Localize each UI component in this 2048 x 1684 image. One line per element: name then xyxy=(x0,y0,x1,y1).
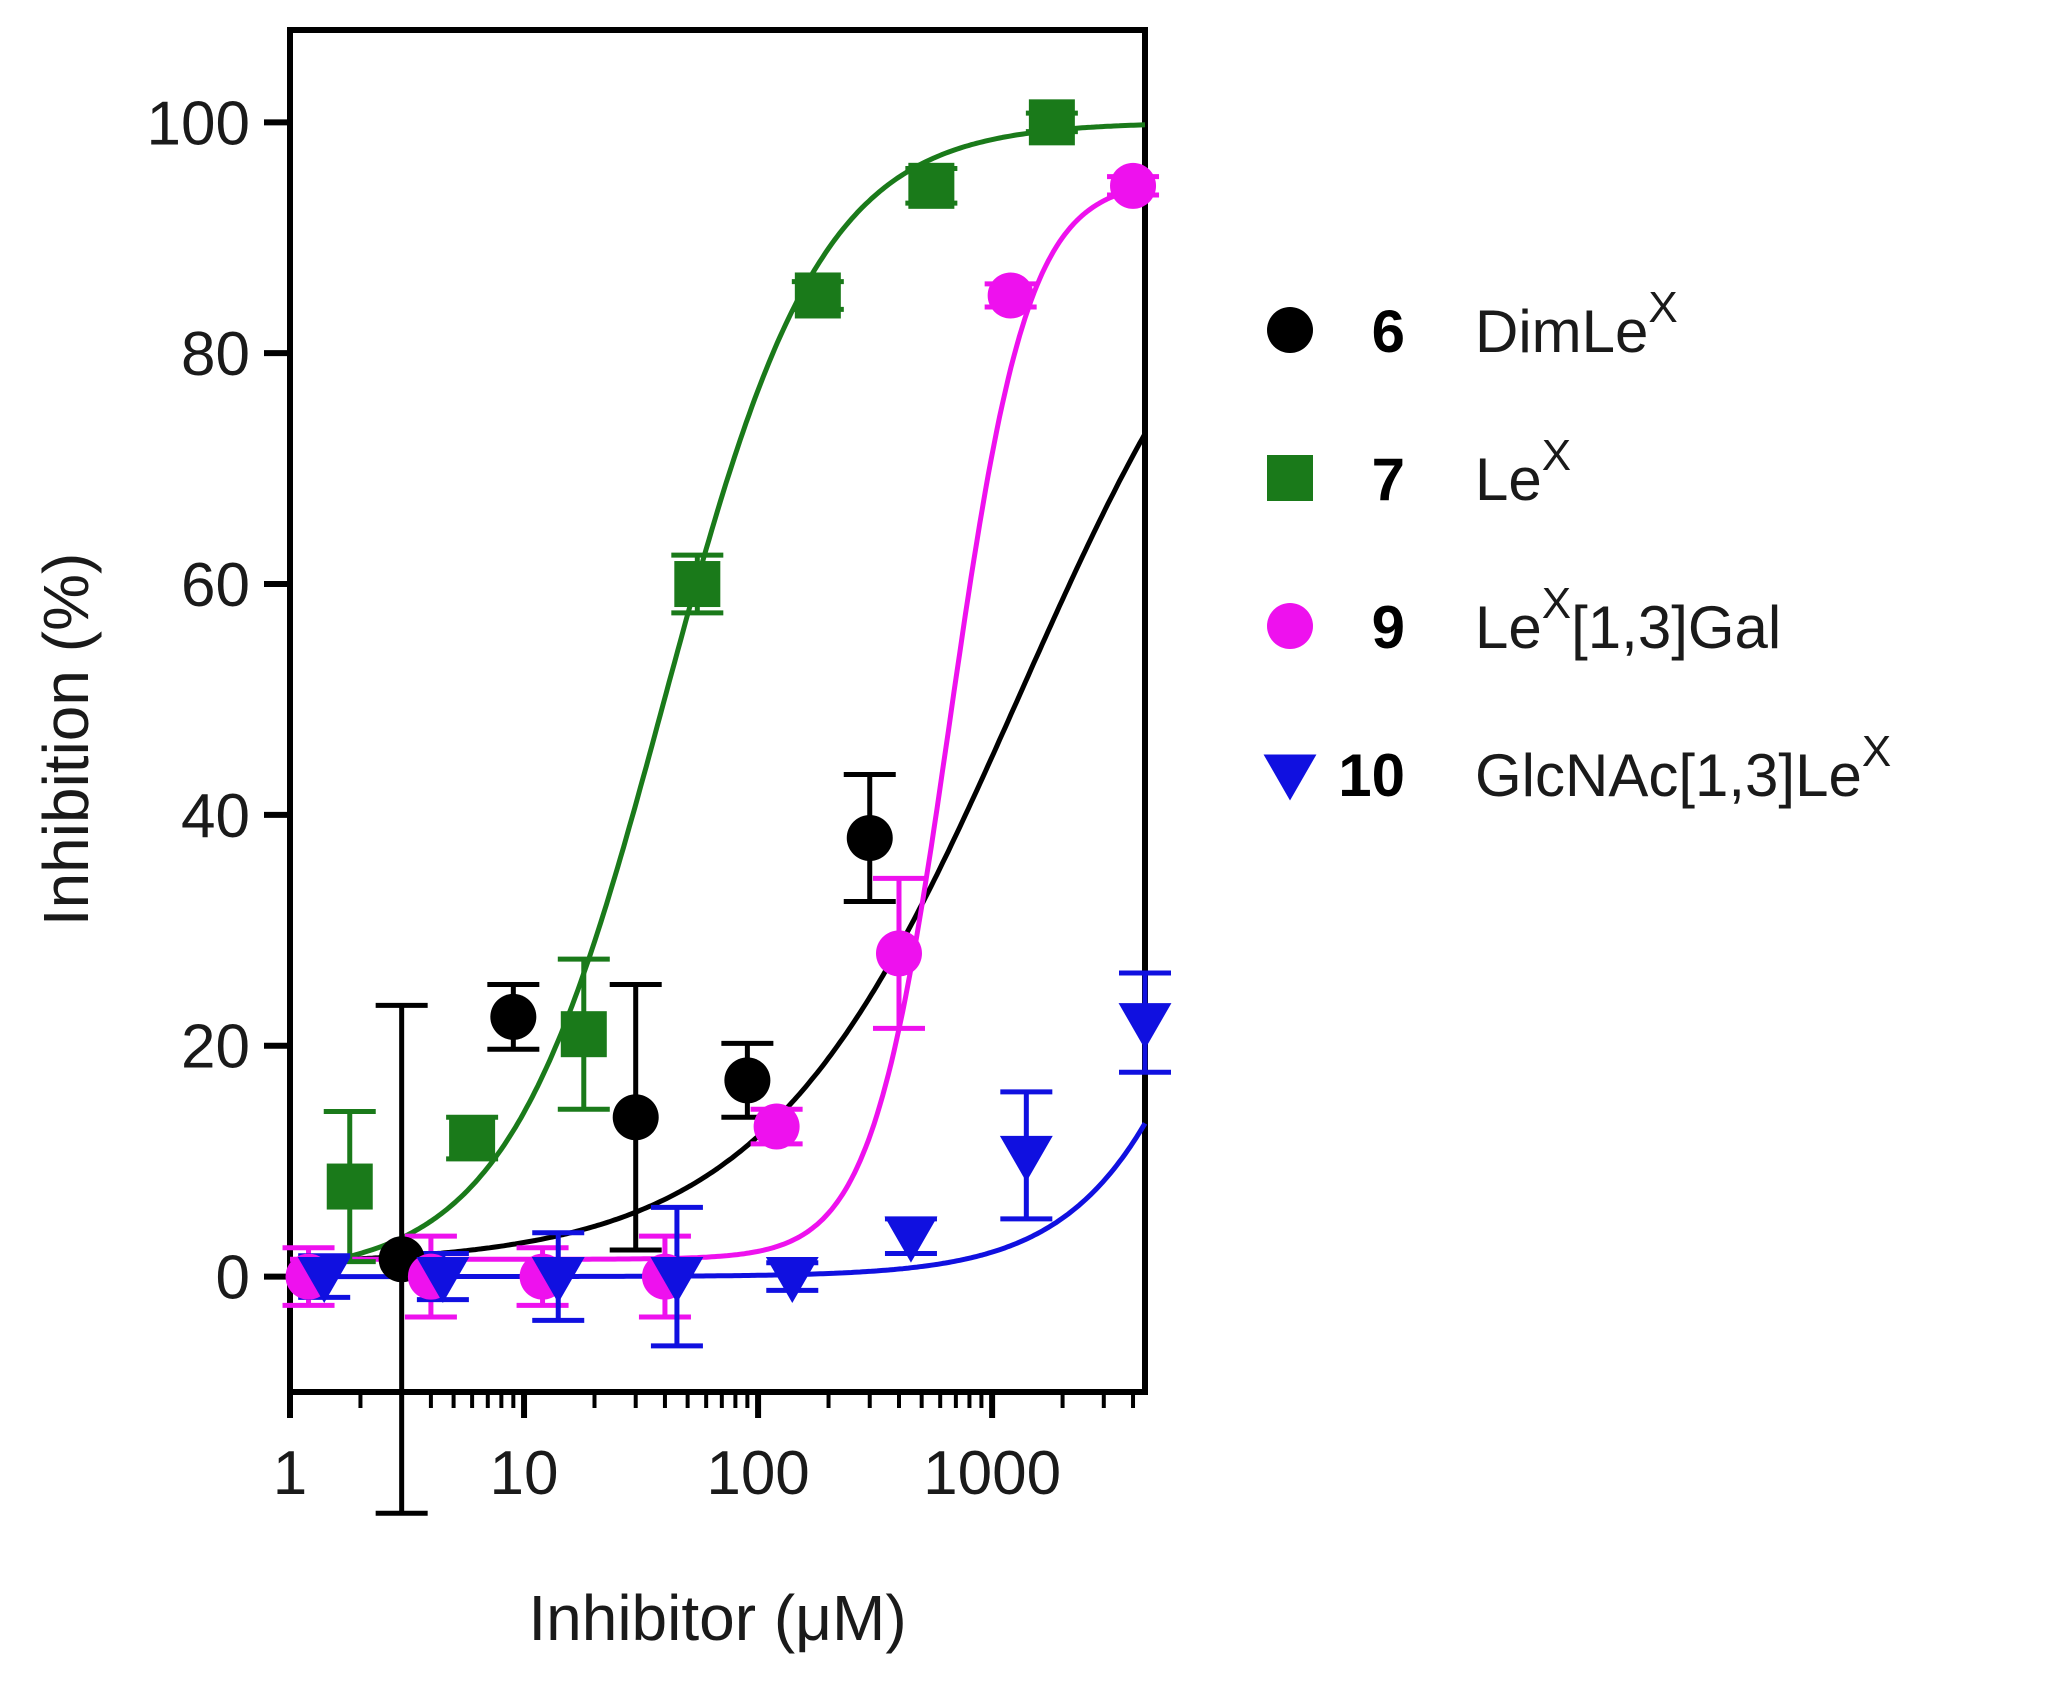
s10-legend-number: 10 xyxy=(1338,742,1405,809)
s9-point xyxy=(753,1103,800,1150)
s7-legend-label: LeX xyxy=(1475,431,1571,513)
y-tick-label: 0 xyxy=(216,1244,250,1313)
x-axis-title: Inhibitor (μM) xyxy=(528,1582,906,1654)
x-tick-label: 10 xyxy=(490,1439,559,1508)
s10-point xyxy=(999,1135,1053,1182)
s10-point xyxy=(650,1257,704,1304)
s10-point xyxy=(1118,1003,1172,1050)
s10-point xyxy=(416,1257,470,1304)
s6-point xyxy=(612,1094,659,1141)
s9-legend-number: 9 xyxy=(1372,594,1405,661)
s7-legend-number: 7 xyxy=(1372,446,1405,513)
s9-point xyxy=(987,272,1034,319)
x-tick-label: 1000 xyxy=(923,1439,1061,1508)
s10-point xyxy=(531,1257,585,1304)
y-tick-label: 60 xyxy=(181,551,250,620)
s9-point xyxy=(875,930,922,977)
s10-point xyxy=(297,1257,351,1304)
s7-point xyxy=(908,162,955,209)
plot-frame xyxy=(287,27,1148,1395)
y-tick-label: 40 xyxy=(181,782,250,851)
s6-legend-marker xyxy=(1267,307,1313,353)
error-bars xyxy=(282,110,1171,1516)
s9-point xyxy=(1110,162,1157,209)
s10-point xyxy=(884,1216,938,1263)
s7-fit-curve xyxy=(289,122,1146,1270)
x-tick-label: 100 xyxy=(706,1439,809,1508)
s7-point xyxy=(794,272,841,319)
s7-point xyxy=(449,1115,496,1162)
y-tick-label: 80 xyxy=(181,320,250,389)
data-points xyxy=(285,99,1172,1304)
s6-point xyxy=(846,814,893,861)
legend: 6 DimLeX 7 LeX 9 LeX[1,3]Gal 10 GlcNAc[1,3]LeX xyxy=(1263,283,1891,809)
axes xyxy=(264,27,1148,1418)
s10-point xyxy=(765,1257,819,1304)
s10-legend-label: GlcNAc[1,3]LeX xyxy=(1475,727,1891,809)
y-axis-title: Inhibition (%) xyxy=(30,553,102,927)
s6-point xyxy=(724,1057,771,1104)
x-tick-label: 1 xyxy=(273,1439,307,1508)
s7-point xyxy=(674,561,721,608)
s7-point xyxy=(560,1011,607,1058)
axis-labels: 0 20 40 60 80 100 1 10 100 1000 Inhibitor (μM) Inhi… xyxy=(30,89,1061,1654)
s6-legend-label: DimLeX xyxy=(1475,283,1678,365)
s9-fit-curve xyxy=(290,184,1146,1262)
s7-legend-marker xyxy=(1267,455,1313,501)
s9-legend-label: LeX[1,3]Gal xyxy=(1475,579,1781,661)
s10-legend-marker xyxy=(1263,754,1317,801)
s6-point xyxy=(490,993,537,1040)
s6-legend-number: 6 xyxy=(1372,298,1405,365)
s9-legend-marker xyxy=(1267,603,1313,649)
y-tick-label: 20 xyxy=(181,1013,250,1082)
s7-point xyxy=(1028,99,1075,146)
y-tick-label: 100 xyxy=(147,89,250,158)
s7-point xyxy=(326,1163,373,1210)
